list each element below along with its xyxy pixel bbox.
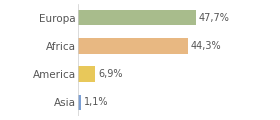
Bar [78, 38, 188, 54]
Bar [78, 95, 81, 110]
Text: 1,1%: 1,1% [84, 97, 108, 107]
Text: 47,7%: 47,7% [199, 13, 230, 23]
Bar [78, 10, 196, 25]
Bar [78, 66, 95, 82]
Text: 6,9%: 6,9% [98, 69, 122, 79]
Text: 44,3%: 44,3% [190, 41, 221, 51]
